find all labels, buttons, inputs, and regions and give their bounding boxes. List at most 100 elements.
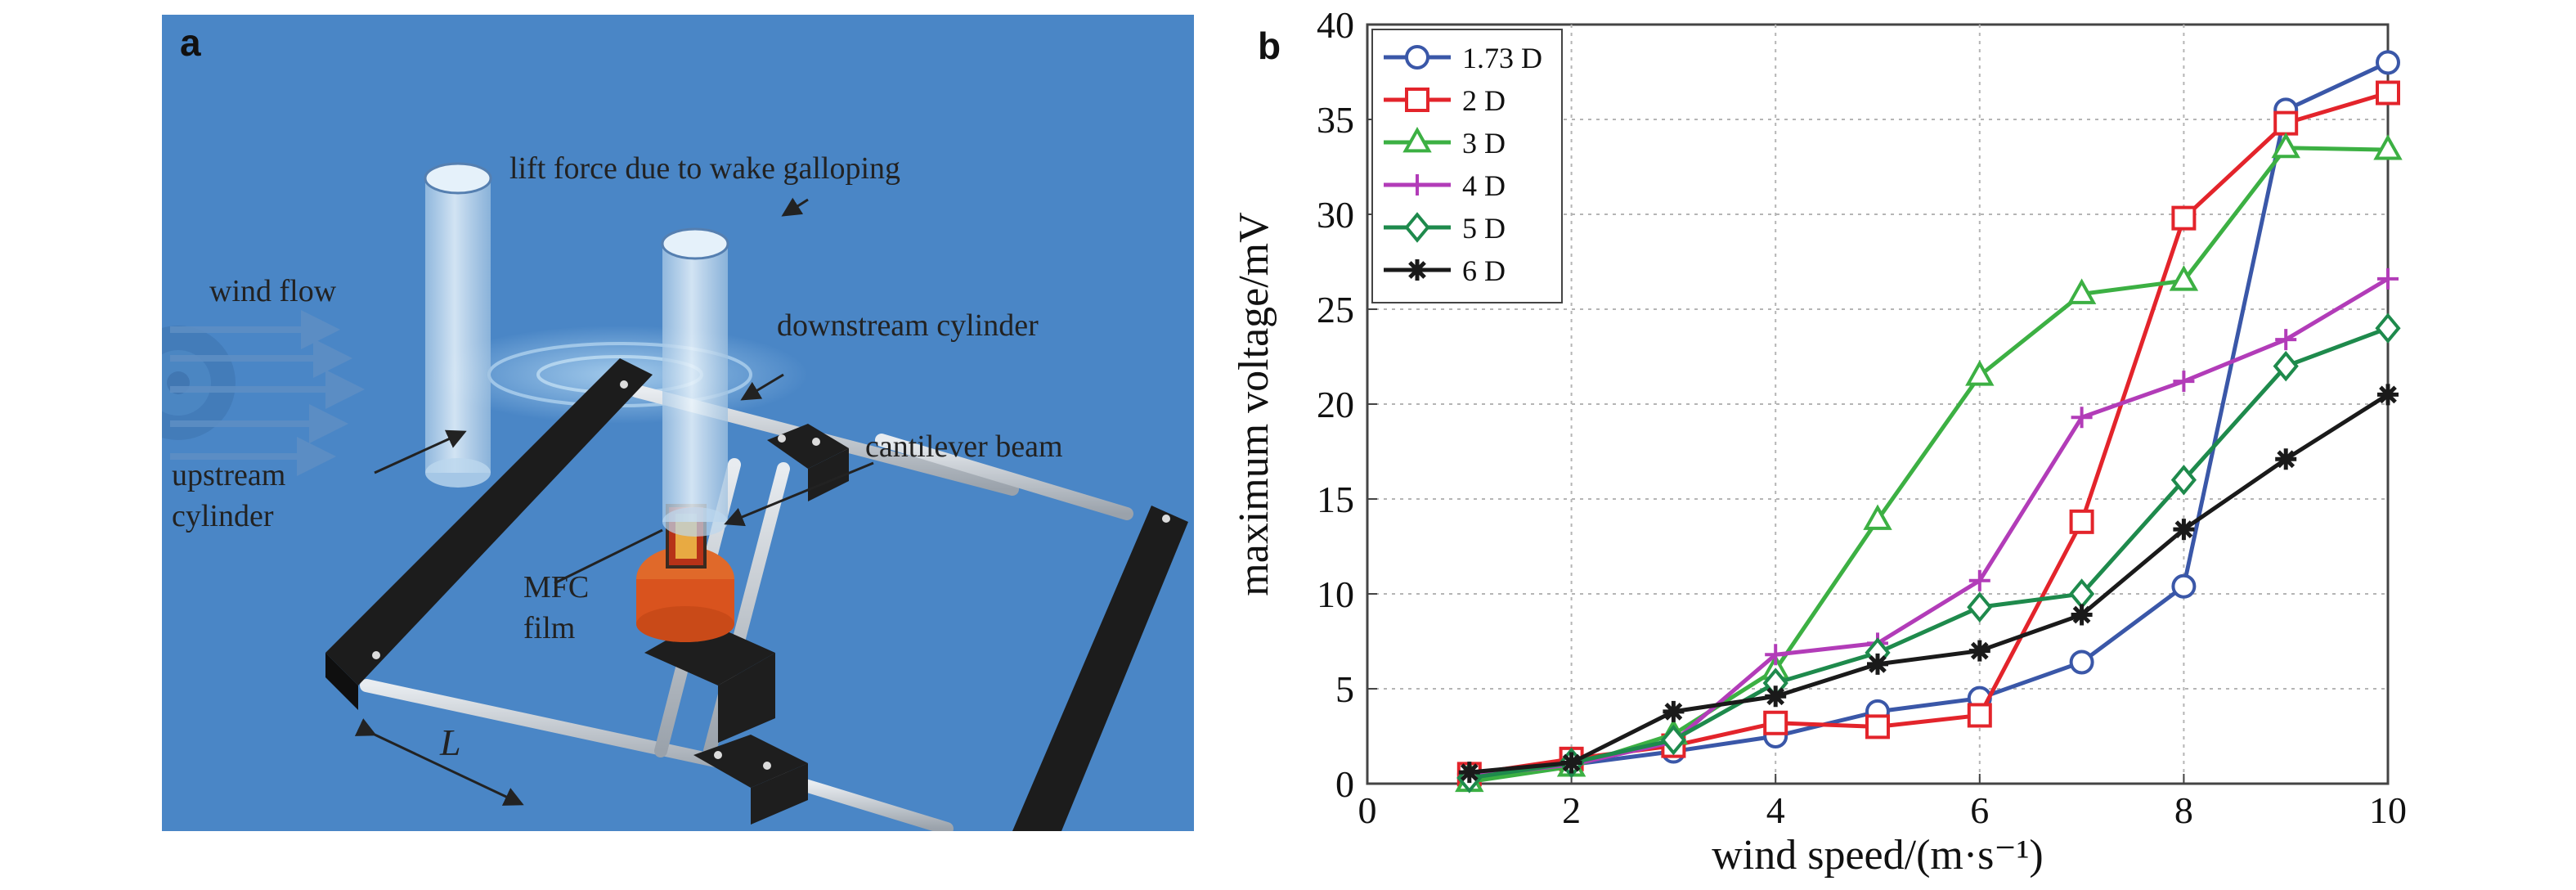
y-tick-label: 10 xyxy=(1317,573,1354,615)
data-point xyxy=(2376,50,2400,75)
legend-entry: 4 D xyxy=(1384,169,1506,202)
legend-entry: 5 D xyxy=(1384,212,1506,245)
upstream-leader xyxy=(374,429,467,474)
y-tick-label: 15 xyxy=(1317,479,1354,520)
legend-label: 4 D xyxy=(1462,169,1506,202)
wind-flow-label: wind flow xyxy=(209,274,337,308)
data-point xyxy=(1458,762,1480,784)
grid-lines xyxy=(1367,25,2388,784)
legend: 1.73 D 2 D 3 D 4 D 5 D 6 D xyxy=(1371,29,1563,303)
upstream-cylinder xyxy=(424,162,492,488)
series-line xyxy=(1469,61,2390,776)
x-tick-label: 4 xyxy=(1766,789,1785,831)
left-bar-top xyxy=(325,653,358,710)
y-tick-label: 30 xyxy=(1317,194,1354,236)
cantilever-leader xyxy=(724,461,874,527)
data-point xyxy=(1967,591,1993,623)
cantilever-beam-label: cantilever beam xyxy=(865,429,1063,464)
y-axis-title: maximum voltage/mV xyxy=(1231,212,1277,596)
data-point xyxy=(2275,448,2297,470)
legend-entry: 2 D xyxy=(1384,84,1506,117)
data-point xyxy=(1965,360,1995,386)
data-point xyxy=(2377,384,2399,406)
data-point xyxy=(1404,212,1430,243)
legend-entry: 3 D xyxy=(1384,126,1506,160)
data-point xyxy=(2275,329,2297,351)
mfc-leader xyxy=(554,528,663,585)
data-point xyxy=(2069,509,2094,534)
screw-heads xyxy=(372,380,1170,770)
data-point xyxy=(2170,465,2197,496)
data-point xyxy=(2171,573,2197,599)
lift-force-label: lift force due to wake galloping xyxy=(509,151,900,186)
data-point xyxy=(1968,569,1990,591)
axis-ticks: 0 2 4 6 8 10 0 5 10 15 20 25 30 35 40 xyxy=(1317,4,2407,831)
x-axis-title: wind speed/(m·s⁻¹) xyxy=(1712,832,2044,879)
fan-icon xyxy=(162,326,236,440)
data-point xyxy=(1405,88,1429,112)
data-point xyxy=(2273,350,2299,382)
data-point xyxy=(1867,653,1888,675)
y-tick-label: 20 xyxy=(1317,384,1354,425)
data-point xyxy=(2173,519,2195,541)
legend-label: 6 D xyxy=(1462,254,1506,287)
data-point xyxy=(1663,700,1685,722)
legend-label: 1.73 D xyxy=(1462,42,1542,74)
data-point xyxy=(1407,174,1428,196)
data-point xyxy=(1405,45,1429,70)
right-bar xyxy=(1012,506,1188,831)
data-point xyxy=(1402,126,1432,153)
data-point xyxy=(2375,312,2401,344)
y-tick-label: 40 xyxy=(1317,4,1354,46)
downstream-leader xyxy=(740,373,784,401)
data-point xyxy=(1765,685,1787,708)
legend-label: 2 D xyxy=(1462,84,1506,117)
data-point xyxy=(1765,644,1787,666)
y-tick-label: 0 xyxy=(1335,763,1354,805)
data-point xyxy=(2273,110,2299,136)
upstream-label-line2: cylinder xyxy=(172,499,274,533)
data-point xyxy=(1863,504,1892,530)
legend-entry: 1.73 D xyxy=(1384,42,1542,74)
legend-label: 5 D xyxy=(1462,212,1506,245)
x-tick-label: 10 xyxy=(2369,789,2407,831)
x-tick-label: 0 xyxy=(1358,789,1377,831)
data-point xyxy=(1967,703,1992,728)
data-point xyxy=(1407,259,1428,281)
experiment-schematic: a lift force due to wake galloping wind … xyxy=(162,15,1194,831)
data-point xyxy=(2271,132,2300,159)
spacing-label: L xyxy=(439,721,461,763)
downstream-cylinder-label: downstream cylinder xyxy=(777,308,1039,343)
panel-a-letter: a xyxy=(180,21,201,64)
downstream-cylinder xyxy=(661,227,729,537)
wind-arrows xyxy=(170,310,365,476)
spacing-arrow xyxy=(354,718,524,806)
data-point xyxy=(2067,278,2097,304)
data-point xyxy=(2171,205,2197,231)
data-point xyxy=(2071,407,2093,429)
mfc-label-line2: film xyxy=(523,611,575,645)
y-tick-label: 35 xyxy=(1317,99,1354,141)
data-point xyxy=(2071,604,2093,626)
voltage-chart: b 0 2 4 6 8 10 0 5 10 15 20 25 30 35 40 wind speed/(m·… xyxy=(1231,4,2407,879)
series-line xyxy=(1469,393,2390,775)
series-6-d xyxy=(1458,384,2399,784)
data-point xyxy=(2376,80,2400,106)
upstream-label-line1: upstream xyxy=(172,458,285,492)
data-point xyxy=(2373,134,2403,160)
y-tick-label: 25 xyxy=(1317,289,1354,330)
series-line xyxy=(1469,326,2389,780)
data-point xyxy=(1763,710,1788,735)
mfc-label-line1: MFC xyxy=(523,570,589,605)
data-point xyxy=(2173,371,2195,393)
left-bar xyxy=(325,358,653,685)
data-point xyxy=(2169,265,2199,291)
legend-box xyxy=(1371,29,1563,303)
legend-label: 3 D xyxy=(1462,127,1506,160)
series-layer xyxy=(1455,50,2403,793)
data-point xyxy=(2377,267,2399,290)
legend-entry: 6 D xyxy=(1384,254,1506,287)
x-tick-label: 6 xyxy=(1970,789,1989,831)
x-tick-label: 2 xyxy=(1562,789,1581,831)
data-point xyxy=(1560,752,1582,774)
